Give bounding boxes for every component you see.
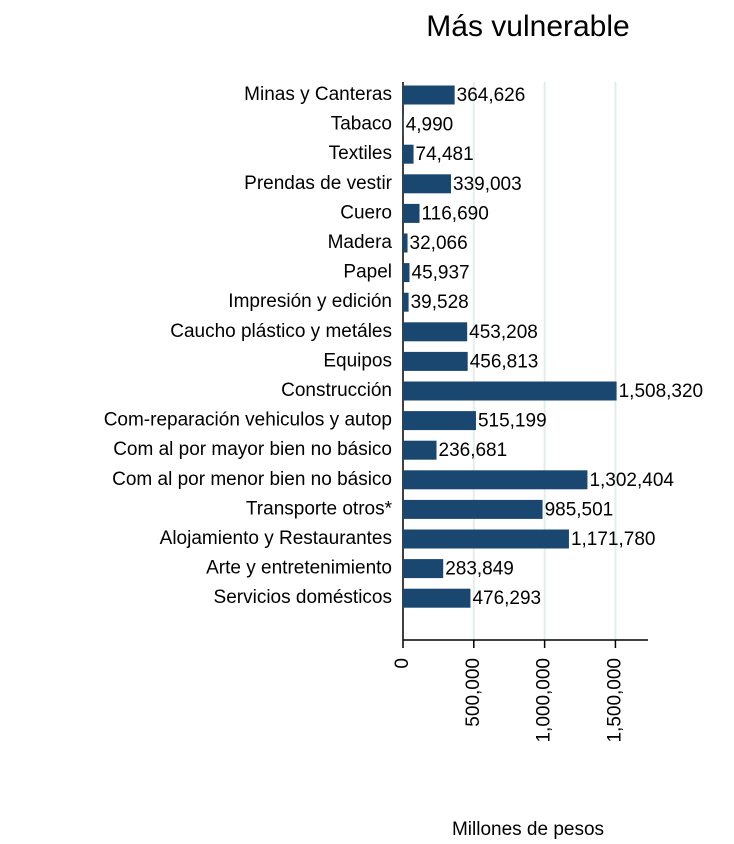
bar bbox=[403, 233, 408, 253]
bar bbox=[403, 115, 404, 135]
bar bbox=[403, 381, 617, 401]
value-label: 364,626 bbox=[457, 85, 526, 106]
value-label: 453,208 bbox=[469, 322, 538, 343]
bar bbox=[403, 588, 471, 608]
bar bbox=[403, 529, 569, 549]
value-label: 1,302,404 bbox=[589, 470, 674, 491]
x-tick-label: 1,500,000 bbox=[604, 658, 625, 743]
y-tick-label: Construcción bbox=[281, 380, 392, 401]
bar bbox=[403, 411, 476, 431]
bar bbox=[403, 174, 452, 194]
value-label: 283,849 bbox=[445, 559, 514, 580]
value-label: 236,681 bbox=[439, 440, 508, 461]
value-label: 515,199 bbox=[478, 411, 547, 432]
y-tick-label: Madera bbox=[328, 232, 393, 253]
x-tick-label: 500,000 bbox=[463, 658, 484, 727]
y-tick-label: Servicios domésticos bbox=[214, 587, 392, 608]
bar bbox=[403, 499, 543, 519]
value-label: 456,813 bbox=[470, 351, 539, 372]
bar bbox=[403, 203, 420, 223]
value-label: 74,481 bbox=[416, 144, 474, 165]
y-tick-label: Cuero bbox=[340, 202, 392, 223]
x-axis-label: Millones de pesos bbox=[452, 819, 604, 840]
y-tick-label: Com al por mayor bien no básico bbox=[113, 439, 392, 460]
bar bbox=[403, 322, 468, 342]
y-tick-label: Com al por menor bien no básico bbox=[112, 469, 392, 490]
value-label: 1,508,320 bbox=[619, 381, 704, 402]
bar bbox=[403, 144, 414, 164]
y-tick-label: Com-reparación vehiculos y autop bbox=[104, 410, 392, 431]
x-tick-label: 0 bbox=[392, 658, 413, 669]
bar bbox=[403, 440, 437, 460]
y-tick-label: Minas y Canteras bbox=[244, 84, 392, 105]
value-label: 32,066 bbox=[410, 233, 468, 254]
y-tick-label: Prendas de vestir bbox=[244, 173, 393, 194]
bar bbox=[403, 263, 410, 283]
x-tick-label: 1,000,000 bbox=[534, 658, 555, 743]
value-label: 1,171,780 bbox=[571, 529, 656, 550]
value-label: 476,293 bbox=[472, 588, 541, 609]
y-tick-label: Alojamiento y Restaurantes bbox=[160, 528, 392, 549]
value-label: 45,937 bbox=[412, 263, 470, 284]
y-tick-label: Tabaco bbox=[331, 114, 392, 135]
chart-title: Más vulnerable bbox=[426, 10, 629, 43]
value-label: 339,003 bbox=[453, 174, 522, 195]
value-label: 4,990 bbox=[406, 115, 454, 136]
bar bbox=[403, 292, 409, 312]
y-tick-label: Impresión y edición bbox=[228, 291, 392, 312]
bar bbox=[403, 470, 588, 490]
bar bbox=[403, 351, 468, 371]
value-label: 39,528 bbox=[411, 292, 469, 313]
y-tick-label: Arte y entretenimiento bbox=[206, 558, 392, 579]
value-label: 116,690 bbox=[422, 203, 489, 224]
bar bbox=[403, 85, 455, 105]
y-tick-label: Textiles bbox=[329, 143, 392, 164]
bar bbox=[403, 559, 444, 579]
y-tick-label: Caucho plástico y metáles bbox=[170, 321, 392, 342]
y-tick-label: Equipos bbox=[323, 350, 392, 371]
y-tick-label: Papel bbox=[343, 262, 392, 283]
y-tick-label: Transporte otros* bbox=[246, 498, 393, 519]
value-label: 985,501 bbox=[545, 499, 614, 520]
